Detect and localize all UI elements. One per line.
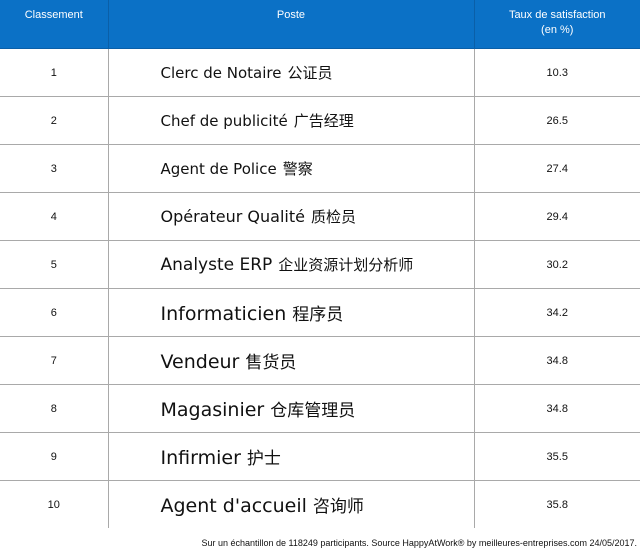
post-cell: Infirmier 护士 (108, 432, 475, 481)
satisfaction-rate-cell: 34.2 (474, 288, 640, 337)
post-name-chinese: 企业资源计划分析师 (278, 256, 414, 274)
rank-cell: 5 (0, 240, 109, 289)
rank-cell: 2 (0, 96, 109, 145)
table-row: 10 Agent d'accueil 咨询师 35.8 (0, 480, 640, 528)
column-header-score-unit: (en %) (541, 24, 574, 36)
rank-cell: 8 (0, 384, 109, 433)
post-name-chinese: 警察 (282, 160, 313, 178)
post-cell: Analyste ERP 企业资源计划分析师 (108, 240, 475, 289)
column-header-rank: Classement (0, 0, 109, 49)
post-name-french: Opérateur Qualité (160, 207, 305, 226)
rank-cell: 1 (0, 48, 109, 97)
post-name-chinese: 护士 (246, 449, 281, 469)
table-row: 4 Opérateur Qualité 质检员 29.4 (0, 192, 640, 241)
column-header-score-label: Taux de satisfaction (508, 9, 606, 21)
column-header-score: Taux de satisfaction (en %) (474, 0, 640, 49)
satisfaction-rate-cell: 34.8 (474, 384, 640, 433)
table-row: 7 Vendeur 售货员 34.8 (0, 336, 640, 385)
table-row: 1 Clerc de Notaire 公证员 10.3 (0, 48, 640, 97)
post-cell: Vendeur 售货员 (108, 336, 475, 385)
post-cell: Agent d'accueil 咨询师 (108, 480, 475, 528)
post-name-french: Clerc de Notaire (160, 64, 282, 82)
table-row: 5 Analyste ERP 企业资源计划分析师 30.2 (0, 240, 640, 289)
satisfaction-rate-cell: 26.5 (474, 96, 640, 145)
satisfaction-rate-cell: 35.8 (546, 498, 568, 511)
post-name-chinese: 程序员 (292, 305, 344, 325)
satisfaction-rate-cell: 29.4 (474, 192, 640, 241)
table-row: 3 Agent de Police 警察 27.4 (0, 144, 640, 193)
column-header-post-label: Poste (276, 9, 306, 21)
post-name-french: Agent de Police (160, 160, 277, 178)
post-name-chinese: 仓库管理员 (270, 401, 356, 421)
rank-cell: 3 (0, 144, 109, 193)
post-name-french: Vendeur (160, 351, 240, 373)
rank-cell: 6 (0, 288, 109, 337)
post-cell: Opérateur Qualité 质检员 (108, 192, 475, 241)
satisfaction-rate-cell: 27.4 (474, 144, 640, 193)
table-row: 6 Informaticien 程序员 34.2 (0, 288, 640, 337)
source-footnote: Sur un échantillon de 118249 participant… (201, 538, 637, 548)
post-name-chinese: 咨询师 (312, 497, 364, 517)
table-row: 8 Magasinier 仓库管理员 34.8 (0, 384, 640, 433)
rank-cell: 4 (0, 192, 109, 241)
satisfaction-table: Classement Poste Taux de satisfaction (e… (0, 0, 640, 528)
post-name-chinese: 广告经理 (293, 112, 354, 130)
rank-cell: 7 (0, 336, 109, 385)
satisfaction-rate-cell: 30.2 (474, 240, 640, 289)
post-name-french: Chef de publicité (160, 112, 288, 130)
post-cell: Agent de Police 警察 (108, 144, 475, 193)
table-row: 9 Infirmier 护士 35.5 (0, 432, 640, 481)
post-name-chinese: 售货员 (245, 353, 297, 373)
post-cell: Chef de publicité 广告经理 (108, 96, 475, 145)
post-name-french: Infirmier (160, 447, 241, 469)
satisfaction-rate-cell: 34.8 (474, 336, 640, 385)
post-name-chinese: 公证员 (287, 64, 333, 82)
rank-cell: 9 (0, 432, 109, 481)
post-cell: Magasinier 仓库管理员 (108, 384, 475, 433)
post-name-french: Informaticien (160, 303, 287, 325)
satisfaction-rate-cell: 10.3 (474, 48, 640, 97)
post-name-french: Magasinier (160, 399, 265, 421)
column-header-post: Poste (108, 0, 475, 49)
post-cell: Clerc de Notaire 公证员 (108, 48, 475, 97)
post-name-chinese: 质检员 (310, 208, 356, 226)
table-header-row: Classement Poste Taux de satisfaction (e… (0, 0, 640, 49)
post-name-french: Analyste ERP (160, 255, 273, 275)
post-name-french: Agent d'accueil (160, 495, 307, 517)
column-header-rank-label: Classement (24, 9, 83, 21)
post-cell: Informaticien 程序员 (108, 288, 475, 337)
table-row: 2 Chef de publicité 广告经理 26.5 (0, 96, 640, 145)
satisfaction-rate-cell: 35.5 (474, 432, 640, 481)
rank-cell: 10 (0, 480, 109, 528)
